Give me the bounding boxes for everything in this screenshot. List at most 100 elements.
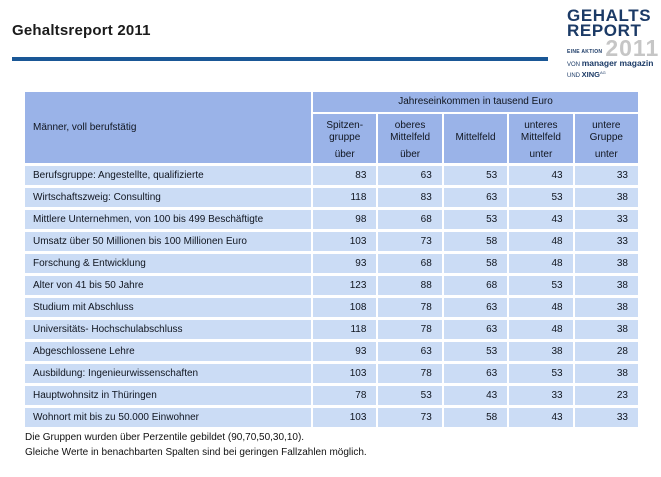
row-value: 53 xyxy=(509,188,573,207)
table-row: Mittlere Unternehmen, von 100 bis 499 Be… xyxy=(25,210,638,229)
logo-word-report: REPORT xyxy=(567,21,642,40)
row-value: 38 xyxy=(574,320,638,339)
logo-eine-aktion: EINE AKTION xyxy=(567,49,603,55)
row-value: 73 xyxy=(378,232,442,251)
row-label: Abgeschlossene Lehre xyxy=(25,342,311,361)
row-value: 93 xyxy=(313,342,377,361)
row-value: 103 xyxy=(313,408,377,427)
table-row: Umsatz über 50 Millionen bis 100 Million… xyxy=(25,232,638,251)
logo-xing-wordmark: XING xyxy=(581,70,601,79)
row-value: 63 xyxy=(443,188,508,207)
column-header-2: Mittelfeld xyxy=(443,114,508,163)
column-header-0: Spitzen-gruppe über xyxy=(313,114,377,163)
logo-word-gehalts: GEHALTS xyxy=(567,6,652,25)
footnote-percentiles: Die Gruppen wurden über Perzentile gebil… xyxy=(25,432,305,443)
row-value: 118 xyxy=(313,188,377,207)
row-value: 38 xyxy=(574,254,638,273)
row-value: 83 xyxy=(378,188,442,207)
row-value: 58 xyxy=(443,408,508,427)
column-header-qualifier: unter xyxy=(529,149,553,160)
row-value: 43 xyxy=(509,408,573,427)
row-label: Wirtschaftszweig: Consulting xyxy=(25,188,311,207)
row-label: Wohnort mit bis zu 50.000 Einwohner xyxy=(25,408,311,427)
column-header-qualifier: über xyxy=(334,149,355,160)
page-title: Gehaltsreport 2011 xyxy=(12,22,151,39)
row-value: 78 xyxy=(378,298,442,317)
column-header-qualifier: unter xyxy=(594,149,618,160)
row-label: Universitäts- Hochschulabschluss xyxy=(25,320,311,339)
band-header-cell: Jahreseinkommen in tausend Euro xyxy=(313,92,638,112)
column-header-label: untere Gruppe xyxy=(589,120,623,143)
row-value: 28 xyxy=(574,342,638,361)
row-label: Ausbildung: Ingenieurwissenschaften xyxy=(25,364,311,383)
table-row: Ausbildung: Ingenieurwissenschaften 103 78… xyxy=(25,364,638,383)
column-headers: Spitzen-gruppe über oberes Mittelfeld über Mi… xyxy=(313,114,638,163)
column-header-1: oberes Mittelfeld über xyxy=(378,114,442,163)
row-value: 33 xyxy=(574,210,638,229)
logo-manager-magazin: VON manager magazin xyxy=(567,58,657,68)
row-value: 78 xyxy=(378,320,442,339)
logo-manager-magazin-wordmark: manager magazin xyxy=(581,58,654,68)
row-label: Studium mit Abschluss xyxy=(25,298,311,317)
table-row: Universitäts- Hochschulabschluss 118 78 63 4… xyxy=(25,320,638,339)
salary-table: Männer, voll berufstätig Jahreseinkommen… xyxy=(25,92,638,427)
row-value: 33 xyxy=(574,166,638,185)
row-value: 33 xyxy=(574,232,638,251)
row-value: 48 xyxy=(509,320,573,339)
column-header-label: oberes Mittelfeld xyxy=(390,120,431,143)
row-value: 98 xyxy=(313,210,377,229)
row-value: 48 xyxy=(509,254,573,273)
row-value: 93 xyxy=(313,254,377,273)
row-header-cell: Männer, voll berufstätig xyxy=(25,92,311,163)
row-value: 48 xyxy=(509,298,573,317)
table-row: Wohnort mit bis zu 50.000 Einwohner 103 73… xyxy=(25,408,638,427)
footnote-equal-values: Gleiche Werte in benachbarten Spalten si… xyxy=(25,446,367,458)
row-value: 53 xyxy=(378,386,442,405)
row-value: 53 xyxy=(509,364,573,383)
row-value: 88 xyxy=(378,276,442,295)
row-value: 38 xyxy=(574,188,638,207)
table-row: Studium mit Abschluss 108 78 63 48 38 xyxy=(25,298,638,317)
row-value: 68 xyxy=(378,210,442,229)
row-value: 53 xyxy=(443,342,508,361)
row-value: 68 xyxy=(443,276,508,295)
row-value: 53 xyxy=(443,210,508,229)
row-value: 23 xyxy=(574,386,638,405)
column-header-label: unteres Mittelfeld xyxy=(520,120,561,143)
row-value: 43 xyxy=(509,166,573,185)
table-row: Wirtschaftszweig: Consulting 118 83 63 53 38 xyxy=(25,188,638,207)
logo-xing: UND XINGAG xyxy=(567,70,657,79)
logo-xing-ag-suffix: AG xyxy=(600,70,606,75)
row-value: 63 xyxy=(443,364,508,383)
logo-year-row: EINE AKTION 2011 xyxy=(567,37,658,60)
table-row: Forschung & Entwicklung 93 68 58 48 38 xyxy=(25,254,638,273)
gehaltsreport-logo: GEHALTS REPORT EINE AKTION 2011 VON mana… xyxy=(567,6,658,79)
title-underline xyxy=(12,57,548,61)
column-header-4: untere Gruppe unter xyxy=(574,114,638,163)
row-value: 73 xyxy=(378,408,442,427)
row-value: 63 xyxy=(378,166,442,185)
row-value: 48 xyxy=(509,232,573,251)
row-value: 38 xyxy=(574,298,638,317)
row-value: 123 xyxy=(313,276,377,295)
row-label: Berufsgruppe: Angestellte, qualifizierte xyxy=(25,166,311,185)
row-value: 63 xyxy=(443,320,508,339)
row-value: 78 xyxy=(313,386,377,405)
row-value: 63 xyxy=(378,342,442,361)
row-label: Hauptwohnsitz in Thüringen xyxy=(25,386,311,405)
row-value: 83 xyxy=(313,166,377,185)
table-row: Abgeschlossene Lehre 93 63 53 38 28 xyxy=(25,342,638,361)
table-header-right: Jahreseinkommen in tausend Euro Spitzen-… xyxy=(313,92,638,163)
row-value: 78 xyxy=(378,364,442,383)
column-header-label: Mittelfeld xyxy=(455,132,496,143)
logo-von-label: VON xyxy=(567,62,581,68)
row-value: 43 xyxy=(443,386,508,405)
row-label: Alter von 41 bis 50 Jahre xyxy=(25,276,311,295)
footnotes: Die Gruppen wurden über Perzentile gebil… xyxy=(25,431,367,460)
row-value: 103 xyxy=(313,364,377,383)
row-value: 58 xyxy=(443,254,508,273)
row-value: 118 xyxy=(313,320,377,339)
column-header-3: unteres Mittelfeld unter xyxy=(509,114,573,163)
table-body: Berufsgruppe: Angestellte, qualifizierte… xyxy=(25,166,638,427)
row-value: 53 xyxy=(509,276,573,295)
